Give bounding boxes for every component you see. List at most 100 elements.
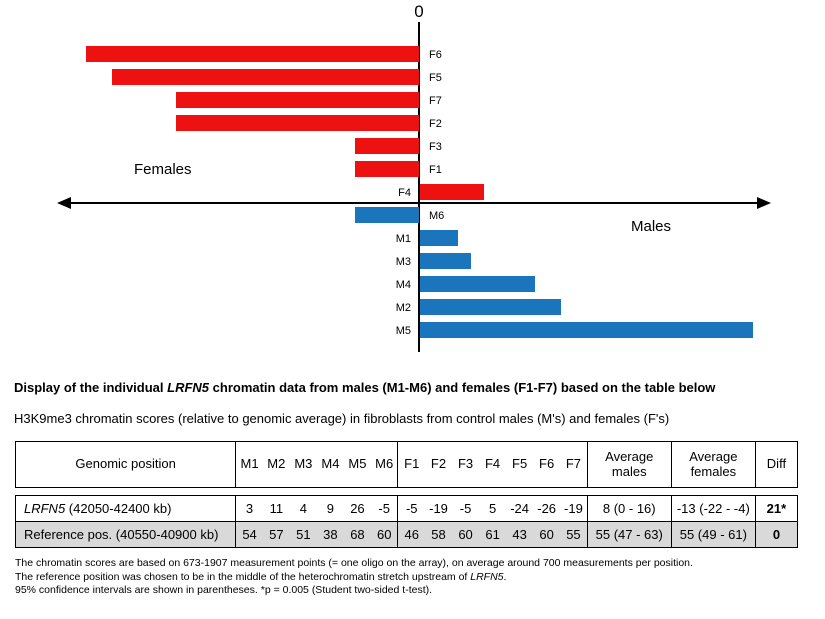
header-row: Genomic position M1 M2 M3 M4 M5 M6 F1 F2 F3 F4 F5 F6… [15, 441, 798, 488]
value-cell: 4 [299, 501, 307, 516]
bar-label-f4: F4 [398, 187, 411, 199]
bar-label-m2: M2 [395, 302, 411, 314]
value-cell: 43 [512, 527, 527, 542]
bar-m1 [420, 230, 458, 246]
col-header-f6: F6 [539, 456, 555, 472]
value-cell: 38 [323, 527, 338, 542]
figure-subtitle: H3K9me3 chromatin scores (relative to ge… [14, 411, 670, 426]
bar-m6 [355, 207, 419, 223]
axis-zero-label: 0 [414, 2, 424, 21]
footnote-2: The reference position was chosen to be … [15, 571, 825, 585]
gene-name-italic: LRFN5 [167, 380, 210, 395]
value-cell: 61 [485, 527, 500, 542]
value-cell: 55 (49 - 61) [671, 521, 756, 548]
table-header: Genomic position M1 M2 M3 M4 M5 M6 F1 F2 F3 F4 F5 F6… [15, 441, 798, 488]
value-cell: 26 [350, 501, 365, 516]
value-cell: 60 [458, 527, 473, 542]
figure-title-pre: Display of the individual [14, 380, 168, 395]
footnote-text: The chromatin scores are based on 673-19… [15, 557, 693, 569]
bar-f5 [112, 69, 419, 85]
col-header-diff: Diff [766, 456, 787, 472]
bar-label-f2: F2 [429, 118, 442, 130]
bar-m4 [420, 276, 535, 292]
footnote-1: The chromatin scores are based on 673-19… [15, 557, 825, 571]
value-cell: -5 [405, 501, 418, 516]
bar-label-f7: F7 [429, 95, 442, 107]
bar-label-f6: F6 [429, 49, 442, 61]
col-header-f2: F2 [430, 456, 447, 472]
bar-f1 [355, 161, 419, 177]
value-cell: -26 [537, 501, 557, 516]
footnote-text: . [503, 570, 507, 583]
value-cell: 3 [245, 501, 254, 516]
value-cell: 5 [488, 501, 497, 516]
value-cell: 11 [269, 501, 284, 516]
males-group-label: Males [631, 218, 672, 235]
right-arrowhead-icon [757, 197, 771, 209]
value-cell: 58 [431, 527, 446, 542]
value-cell: 9 [326, 501, 334, 516]
horizontal-axis-line [70, 202, 758, 204]
bar-m5 [420, 322, 753, 338]
col-header-m5: M5 [348, 456, 367, 472]
gene-name-italic: LRFN5 [470, 570, 504, 583]
bar-label-m3: M3 [395, 256, 411, 268]
bar-f3 [355, 138, 419, 154]
bar-m2 [420, 299, 561, 315]
bar-label-f3: F3 [429, 141, 442, 153]
col-header-average-males: Average males [587, 441, 672, 488]
value-cell: -5 [370, 495, 399, 522]
col-header-m1: M1 [240, 456, 259, 472]
col-header-f4: F4 [484, 456, 501, 472]
row-label: LRFN5 (42050-42400 kb) [15, 495, 237, 522]
females-group-label: Females [134, 161, 192, 178]
value-cell: 46 [404, 527, 419, 542]
footnote-text: The reference position was chosen to be … [15, 570, 471, 583]
value-cell: 54 [242, 527, 257, 542]
value-cell: 55 [560, 521, 588, 548]
table-row: Reference pos. (40550-40900 kb) 54 57 51 38 6… [15, 521, 798, 548]
bar-label-f5: F5 [429, 72, 442, 84]
value-cell: 55 (47 - 63) [587, 521, 672, 548]
bar-label-m6: M6 [429, 210, 445, 222]
row-label: Reference pos. (40550-40900 kb) [15, 521, 237, 548]
value-cell: -5 [459, 501, 472, 516]
value-cell: -13 (-22 - -4) [671, 495, 756, 522]
bar-m3 [420, 253, 471, 269]
footnote-3: 95% confidence intervals are shown in pa… [15, 584, 825, 598]
col-header-f5: F5 [512, 456, 528, 472]
bar-label-m1: M1 [395, 233, 411, 245]
table-row: LRFN5 (42050-42400 kb) 3 11 4 9 26 -5 -5 -19 -5 5 -… [15, 495, 798, 522]
data-table: LRFN5 (42050-42400 kb) 3 11 4 9 26 -5 -5 -19 -5 5 -… [15, 495, 798, 548]
value-cell: 0 [772, 527, 781, 542]
col-header-f3: F3 [457, 456, 474, 472]
value-cell: -19 [560, 495, 588, 522]
value-cell: 21* [766, 501, 787, 516]
value-cell: 60 [370, 521, 399, 548]
vertical-axis-line [418, 22, 420, 352]
value-cell: 57 [269, 527, 284, 542]
gene-name-italic: LRFN5 [24, 501, 66, 516]
bar-f4 [420, 184, 484, 200]
bar-f6 [86, 46, 419, 62]
footnote-text: 95% confidence intervals are shown in pa… [15, 584, 433, 597]
bar-label-m4: M4 [395, 279, 411, 291]
bar-label-m5: M5 [395, 325, 411, 337]
col-header-m4: M4 [321, 456, 340, 472]
col-header-f1: F1 [404, 456, 420, 472]
value-cell: 60 [539, 527, 554, 542]
footnotes: The chromatin scores are based on 673-19… [15, 557, 825, 598]
chromatin-diverging-bar-chart: 0 Females Males F6 F5 F7 F2 F3 F1 F4 M6 M1 M3 M4 M2… [57, 2, 771, 352]
value-cell: -19 [429, 501, 448, 516]
col-header-m6: M6 [370, 441, 399, 488]
left-arrowhead-icon [57, 197, 71, 209]
col-header-average-females: Average females [671, 441, 756, 488]
col-header-genomic-position: Genomic position [15, 441, 237, 488]
bar-f2 [176, 115, 419, 131]
value-cell: 8 (0 - 16) [587, 495, 672, 522]
value-cell: 51 [296, 527, 311, 542]
bar-label-f1: F1 [429, 164, 442, 176]
bar-f7 [176, 92, 419, 108]
figure-title: Display of the individual LRFN5 chromati… [14, 380, 825, 395]
col-header-f7: F7 [560, 441, 588, 488]
